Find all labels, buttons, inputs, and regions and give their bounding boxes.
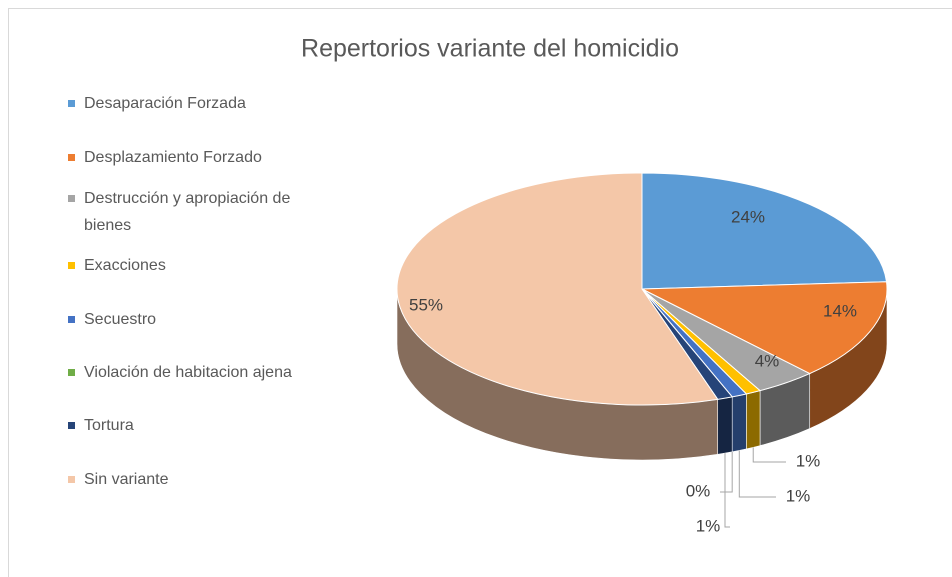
- data-label: 0%: [686, 481, 711, 500]
- data-label: 55%: [409, 295, 443, 314]
- legend-item: Violación de habitacion ajena: [68, 359, 358, 386]
- leader-line: [752, 447, 786, 463]
- chart-title: Repertorios variante del homicidio: [301, 35, 679, 63]
- legend-item: Desplazamiento Forzado: [68, 144, 358, 171]
- legend-label: Exacciones: [84, 257, 166, 274]
- legend-swatch: [68, 476, 75, 483]
- data-label: 4%: [755, 351, 780, 370]
- leader-line: [724, 453, 730, 528]
- slice-side: [731, 393, 747, 453]
- data-label: 1%: [696, 516, 721, 535]
- legend-item: Desaparación Forzada: [68, 90, 358, 117]
- legend-item: Tortura: [68, 412, 358, 439]
- legend-label: Tortura: [84, 417, 134, 434]
- legend-item: Sin variante: [68, 466, 358, 493]
- legend-swatch: [68, 369, 75, 376]
- legend-swatch: [68, 316, 75, 323]
- legend-swatch: [68, 195, 75, 202]
- slice: [641, 281, 888, 375]
- data-label: 24%: [731, 207, 765, 226]
- legend-label: Destrucción y apropiación de bienes: [84, 190, 291, 234]
- leader-line: [720, 451, 733, 493]
- data-label: 14%: [823, 301, 857, 320]
- legend-label: Secuestro: [84, 311, 157, 328]
- legend-label: Desaparación Forzada: [84, 95, 246, 112]
- legend-swatch: [68, 262, 75, 269]
- slice: [641, 172, 888, 290]
- legend-label: Violación de habitacion ajena: [84, 364, 292, 381]
- legend-item: Destrucción y apropiación de bienes: [68, 185, 338, 239]
- legend-item: Secuestro: [68, 306, 358, 333]
- data-label: 1%: [796, 451, 821, 470]
- data-label: 1%: [786, 486, 811, 505]
- legend-swatch: [68, 422, 75, 429]
- chart-frame: [8, 8, 952, 577]
- legend-swatch: [68, 154, 75, 161]
- slice: [396, 172, 719, 406]
- legend-label: Sin variante: [84, 471, 169, 488]
- legend-swatch: [68, 100, 75, 107]
- legend-item: Exacciones: [68, 252, 358, 279]
- leader-line: [738, 450, 776, 498]
- legend-label: Desplazamiento Forzado: [84, 149, 262, 166]
- slice-side: [717, 396, 733, 455]
- slice-side: [746, 390, 761, 450]
